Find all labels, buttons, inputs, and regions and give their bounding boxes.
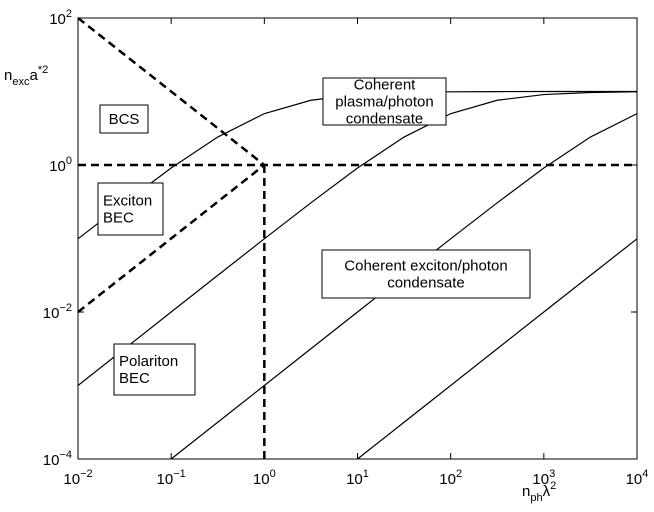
x-tick-label-base: 10 xyxy=(439,471,456,488)
annotation-text: BCS xyxy=(109,111,140,128)
annotation-box xyxy=(113,343,196,396)
curve xyxy=(77,91,638,386)
y-axis-label-base2: a xyxy=(29,67,38,84)
y-tick-label: 100 xyxy=(49,155,72,175)
x-axis-label-base: n xyxy=(522,483,530,500)
annotation-text: condensate xyxy=(346,111,424,128)
x-tick-label-base: 10 xyxy=(626,471,643,488)
x-tick-label: 102 xyxy=(439,468,462,488)
annotation-text: Coherent xyxy=(354,77,417,94)
y-tick-label-base: 10 xyxy=(43,452,60,469)
annotation-text: BEC xyxy=(103,210,134,227)
x-tick-label-exponent: 3 xyxy=(549,468,555,480)
annotation-text: Coherent exciton/photon xyxy=(344,258,507,275)
y-tick-label-base: 10 xyxy=(43,305,60,322)
x-tick-label-base: 10 xyxy=(157,471,174,488)
curve xyxy=(357,238,638,460)
y-tick-label-exponent: −4 xyxy=(59,449,72,461)
x-tick-label-exponent: 4 xyxy=(642,468,648,480)
dashed-boundary xyxy=(77,17,266,166)
annotation-box xyxy=(321,249,531,299)
x-tick-label: 104 xyxy=(626,468,649,488)
y-axis-label-sup: *2 xyxy=(38,64,48,76)
x-tick-label-exponent: 0 xyxy=(270,468,276,480)
dashed-boundary xyxy=(77,164,266,313)
x-tick-label: 101 xyxy=(346,468,369,488)
annotation-box xyxy=(322,77,447,126)
x-tick-label: 10−1 xyxy=(157,468,186,488)
x-tick-label-exponent: 1 xyxy=(363,468,369,480)
annotation-box xyxy=(97,182,164,236)
x-tick-label: 103 xyxy=(532,468,555,488)
x-tick-label-exponent: −2 xyxy=(80,468,93,480)
y-tick-label: 10−2 xyxy=(43,302,72,322)
y-axis-label: nexca*2 xyxy=(4,64,48,88)
y-tick-label-base: 10 xyxy=(49,158,66,175)
x-tick-label-base: 10 xyxy=(532,471,549,488)
x-tick-label-exponent: −1 xyxy=(173,468,186,480)
x-axis-label-sub: ph xyxy=(530,492,542,504)
x-tick-label-base: 10 xyxy=(253,471,270,488)
annotation-text: condensate xyxy=(387,275,465,292)
annotation-text: Polariton xyxy=(119,353,178,370)
annotation-text: Exciton xyxy=(103,193,152,210)
y-tick-label-base: 10 xyxy=(49,11,66,28)
x-axis-label-sup: 2 xyxy=(550,480,556,492)
y-tick-label-exponent: 2 xyxy=(66,8,72,20)
x-tick-label-base: 10 xyxy=(346,471,363,488)
y-tick-label-exponent: 0 xyxy=(66,155,72,167)
x-axis-label: nphλ2 xyxy=(522,480,556,504)
y-axis-label-sub: exc xyxy=(12,76,30,88)
annotation-text: plasma/photon xyxy=(335,94,433,111)
x-tick-label-exponent: 2 xyxy=(456,468,462,480)
annotation-box xyxy=(99,104,149,134)
y-tick-label: 102 xyxy=(49,8,72,28)
x-tick-label: 10−2 xyxy=(63,468,92,488)
y-axis-label-base: n xyxy=(4,67,12,84)
x-tick-label-base: 10 xyxy=(63,471,80,488)
y-tick-label-exponent: −2 xyxy=(59,302,72,314)
y-tick-label: 10−4 xyxy=(43,449,72,469)
x-axis-label-base2: λ xyxy=(543,483,551,500)
annotation-text: BEC xyxy=(119,370,150,387)
x-tick-label: 100 xyxy=(253,468,276,488)
